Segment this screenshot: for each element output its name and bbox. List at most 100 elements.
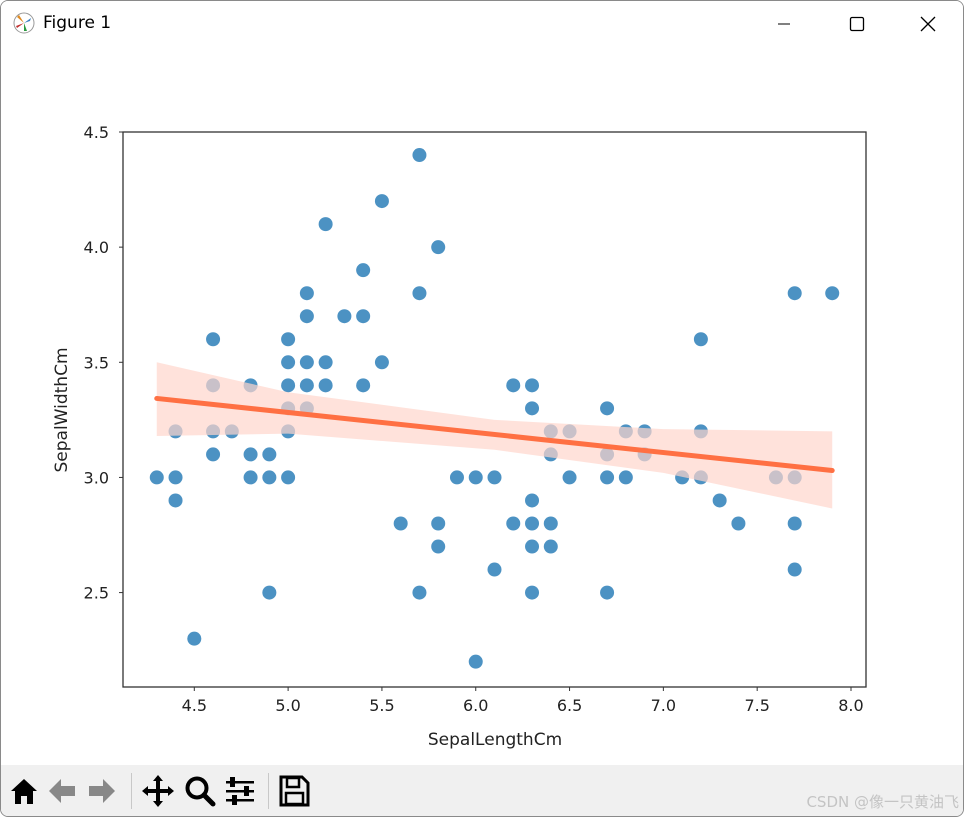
data-point	[337, 309, 352, 324]
data-point	[206, 447, 221, 462]
data-point	[374, 355, 389, 370]
data-point	[318, 355, 333, 370]
x-tick-label: 4.5	[182, 696, 207, 715]
data-point	[262, 470, 277, 485]
data-point	[543, 539, 558, 554]
regression-line	[154, 395, 835, 474]
x-tick-label: 5.0	[275, 696, 300, 715]
data-point	[431, 240, 446, 255]
data-point	[243, 470, 258, 485]
toolbar-separator	[131, 773, 132, 809]
data-point	[281, 378, 296, 393]
data-point	[374, 194, 389, 209]
navigation-toolbar: CSDN @像一只黄油飞	[1, 765, 963, 816]
data-point	[206, 332, 221, 347]
close-button[interactable]	[905, 1, 951, 46]
data-point	[731, 516, 746, 531]
data-point	[487, 562, 502, 577]
data-point	[412, 148, 427, 163]
data-point	[356, 263, 371, 278]
data-point	[506, 516, 521, 531]
matplotlib-logo-icon	[13, 12, 35, 34]
data-point	[543, 516, 558, 531]
data-point	[600, 470, 615, 485]
minimize-icon	[778, 23, 790, 24]
save-icon	[279, 775, 310, 807]
y-axis-label: SepalWidthCm	[52, 347, 72, 472]
data-point	[356, 309, 371, 324]
y-ticks: 2.5 3.0 3.5 4.0 4.5	[84, 123, 123, 603]
configure-subplots-icon	[226, 777, 254, 805]
y-tick-label: 4.0	[84, 238, 109, 257]
data-point	[318, 378, 333, 393]
y-tick-label: 2.5	[84, 584, 109, 603]
data-point	[712, 493, 727, 508]
x-tick-label: 7.5	[744, 696, 769, 715]
data-point	[787, 516, 802, 531]
data-point	[525, 378, 540, 393]
data-point	[525, 401, 540, 416]
data-point	[168, 470, 183, 485]
watermark: CSDN @像一只黄油飞	[806, 793, 959, 811]
x-tick-label: 6.5	[557, 696, 582, 715]
minimize-button[interactable]	[761, 1, 807, 46]
data-point	[525, 585, 540, 600]
data-point	[281, 470, 296, 485]
x-ticks: 4.5 5.0 5.5 6.0 6.5 7.0 7.5 8.0	[182, 687, 864, 715]
home-icon	[11, 779, 37, 804]
data-point	[393, 516, 408, 531]
scatter-regression-chart: 4.5 5.0 5.5 6.0 6.5 7.0 7.5 8.0 2.5 3.0 3.5 4.0 4.5…	[52, 123, 867, 750]
data-point	[149, 470, 164, 485]
data-point	[168, 493, 183, 508]
axes-frame	[122, 131, 867, 688]
pan-button[interactable]	[141, 773, 175, 809]
data-point	[356, 378, 371, 393]
data-point	[431, 516, 446, 531]
save-button[interactable]	[277, 773, 311, 809]
title-bar: Figure 1	[1, 1, 963, 46]
data-point	[262, 585, 277, 600]
data-point	[187, 631, 202, 646]
data-point	[787, 286, 802, 301]
y-tick-label: 3.5	[84, 353, 109, 372]
data-point	[487, 470, 502, 485]
zoom-button[interactable]	[183, 773, 217, 809]
x-tick-label: 7.0	[651, 696, 676, 715]
configure-subplots-button[interactable]	[223, 773, 257, 809]
data-point	[281, 355, 296, 370]
x-axis-label: SepalLengthCm	[428, 730, 562, 750]
data-point	[449, 470, 464, 485]
data-point	[825, 286, 840, 301]
data-point	[243, 447, 258, 462]
x-tick-label: 8.0	[838, 696, 863, 715]
maximize-button[interactable]	[834, 1, 880, 46]
data-point	[412, 585, 427, 600]
data-point	[525, 516, 540, 531]
window-title: Figure 1	[43, 13, 112, 33]
back-icon	[49, 779, 75, 803]
data-point	[506, 378, 521, 393]
data-point	[600, 585, 615, 600]
data-point	[562, 470, 577, 485]
data-point	[600, 401, 615, 416]
data-point	[299, 355, 314, 370]
forward-icon	[89, 779, 115, 803]
data-point	[299, 286, 314, 301]
data-point	[412, 286, 427, 301]
data-point	[787, 562, 802, 577]
close-icon	[920, 16, 936, 31]
data-point	[693, 332, 708, 347]
home-button[interactable]	[7, 773, 41, 809]
figure-canvas[interactable]: 4.5 5.0 5.5 6.0 6.5 7.0 7.5 8.0 2.5 3.0 3.5 4.0 4.5…	[1, 46, 963, 765]
pan-icon	[142, 775, 174, 807]
data-point	[281, 332, 296, 347]
back-button[interactable]	[45, 773, 79, 809]
data-point	[468, 470, 483, 485]
data-point	[299, 309, 314, 324]
data-point	[318, 217, 333, 232]
maximize-icon	[849, 16, 865, 31]
forward-button[interactable]	[85, 773, 119, 809]
data-point	[299, 378, 314, 393]
data-point	[262, 447, 277, 462]
